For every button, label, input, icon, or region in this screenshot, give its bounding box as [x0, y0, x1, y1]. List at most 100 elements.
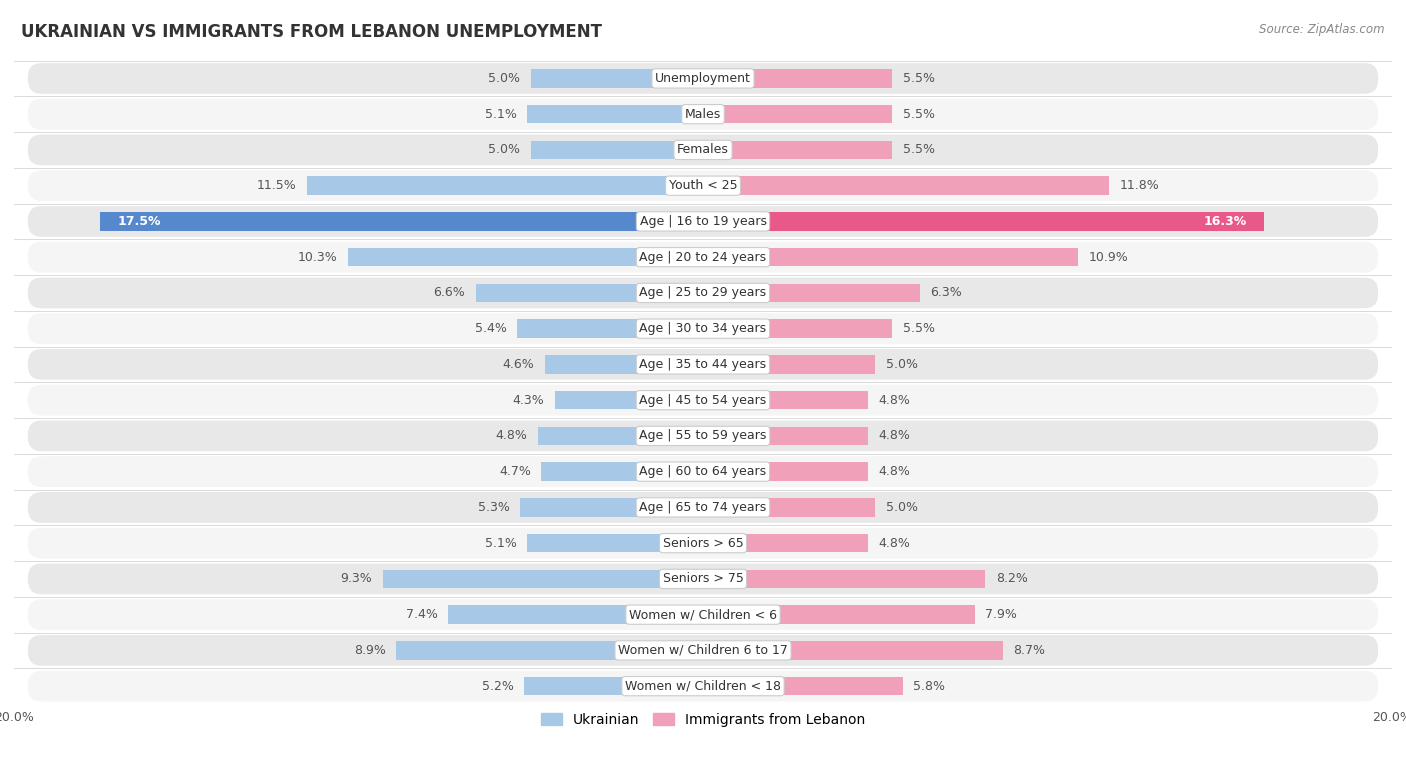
Text: Age | 45 to 54 years: Age | 45 to 54 years	[640, 394, 766, 407]
Text: 4.8%: 4.8%	[495, 429, 527, 442]
Text: 5.5%: 5.5%	[903, 72, 935, 85]
Text: Age | 55 to 59 years: Age | 55 to 59 years	[640, 429, 766, 442]
Bar	[349, 248, 703, 266]
FancyBboxPatch shape	[28, 671, 1378, 702]
FancyBboxPatch shape	[28, 385, 1378, 416]
Bar	[703, 284, 920, 302]
Text: Age | 35 to 44 years: Age | 35 to 44 years	[640, 358, 766, 371]
FancyBboxPatch shape	[28, 349, 1378, 380]
Bar	[703, 176, 1109, 195]
FancyBboxPatch shape	[28, 278, 1378, 308]
Text: 5.5%: 5.5%	[903, 322, 935, 335]
Text: Age | 60 to 64 years: Age | 60 to 64 years	[640, 465, 766, 478]
Bar	[537, 427, 703, 445]
FancyBboxPatch shape	[28, 492, 1378, 523]
Text: 9.3%: 9.3%	[340, 572, 373, 585]
Bar	[531, 69, 703, 88]
Text: 5.1%: 5.1%	[485, 537, 517, 550]
Bar	[703, 463, 869, 481]
Text: Seniors > 65: Seniors > 65	[662, 537, 744, 550]
Text: Age | 16 to 19 years: Age | 16 to 19 years	[640, 215, 766, 228]
Text: 5.8%: 5.8%	[912, 680, 945, 693]
Text: 8.7%: 8.7%	[1012, 644, 1045, 657]
Text: 5.0%: 5.0%	[886, 358, 918, 371]
Bar	[449, 606, 703, 624]
Text: Women w/ Children < 18: Women w/ Children < 18	[626, 680, 780, 693]
Text: 5.0%: 5.0%	[488, 143, 520, 157]
Text: Age | 20 to 24 years: Age | 20 to 24 years	[640, 251, 766, 263]
Text: 5.0%: 5.0%	[488, 72, 520, 85]
Bar	[527, 534, 703, 553]
Bar	[703, 69, 893, 88]
Text: 4.7%: 4.7%	[499, 465, 531, 478]
Bar	[520, 498, 703, 517]
Text: 5.0%: 5.0%	[886, 501, 918, 514]
FancyBboxPatch shape	[28, 241, 1378, 273]
Text: 4.8%: 4.8%	[879, 429, 911, 442]
Bar	[703, 105, 893, 123]
Bar	[555, 391, 703, 410]
Bar	[703, 641, 1002, 659]
FancyBboxPatch shape	[28, 135, 1378, 165]
FancyBboxPatch shape	[28, 600, 1378, 630]
FancyBboxPatch shape	[28, 99, 1378, 129]
Text: 5.2%: 5.2%	[482, 680, 513, 693]
Bar	[703, 677, 903, 696]
FancyBboxPatch shape	[28, 528, 1378, 559]
Text: 10.3%: 10.3%	[298, 251, 337, 263]
Text: 4.6%: 4.6%	[502, 358, 534, 371]
Bar	[517, 319, 703, 338]
Bar	[524, 677, 703, 696]
Text: 6.6%: 6.6%	[433, 286, 465, 300]
Text: 17.5%: 17.5%	[117, 215, 160, 228]
FancyBboxPatch shape	[28, 635, 1378, 665]
Bar	[382, 569, 703, 588]
Text: Age | 25 to 29 years: Age | 25 to 29 years	[640, 286, 766, 300]
Text: 8.9%: 8.9%	[354, 644, 387, 657]
FancyBboxPatch shape	[28, 313, 1378, 344]
Bar	[544, 355, 703, 374]
Text: 4.8%: 4.8%	[879, 537, 911, 550]
Legend: Ukrainian, Immigrants from Lebanon: Ukrainian, Immigrants from Lebanon	[536, 707, 870, 733]
Text: Youth < 25: Youth < 25	[669, 179, 737, 192]
Text: 4.8%: 4.8%	[879, 465, 911, 478]
Bar	[307, 176, 703, 195]
Bar	[703, 248, 1078, 266]
Text: Age | 65 to 74 years: Age | 65 to 74 years	[640, 501, 766, 514]
Text: Age | 30 to 34 years: Age | 30 to 34 years	[640, 322, 766, 335]
Bar	[703, 569, 986, 588]
Bar	[703, 498, 875, 517]
Bar	[703, 534, 869, 553]
Text: 5.3%: 5.3%	[478, 501, 510, 514]
FancyBboxPatch shape	[28, 63, 1378, 94]
Bar	[100, 212, 703, 231]
Text: Women w/ Children 6 to 17: Women w/ Children 6 to 17	[619, 644, 787, 657]
Bar	[703, 391, 869, 410]
Text: 5.5%: 5.5%	[903, 143, 935, 157]
FancyBboxPatch shape	[28, 563, 1378, 594]
Text: 11.5%: 11.5%	[257, 179, 297, 192]
Text: Source: ZipAtlas.com: Source: ZipAtlas.com	[1260, 23, 1385, 36]
Bar	[703, 606, 976, 624]
Bar	[703, 355, 875, 374]
Text: UKRAINIAN VS IMMIGRANTS FROM LEBANON UNEMPLOYMENT: UKRAINIAN VS IMMIGRANTS FROM LEBANON UNE…	[21, 23, 602, 41]
Text: 8.2%: 8.2%	[995, 572, 1028, 585]
Text: 11.8%: 11.8%	[1119, 179, 1160, 192]
Text: 4.8%: 4.8%	[879, 394, 911, 407]
Text: Females: Females	[678, 143, 728, 157]
FancyBboxPatch shape	[28, 170, 1378, 201]
Text: 10.9%: 10.9%	[1088, 251, 1129, 263]
Text: 16.3%: 16.3%	[1204, 215, 1247, 228]
Bar	[703, 427, 869, 445]
FancyBboxPatch shape	[28, 421, 1378, 451]
Text: 5.1%: 5.1%	[485, 107, 517, 120]
Bar	[531, 141, 703, 159]
Text: Seniors > 75: Seniors > 75	[662, 572, 744, 585]
Text: 5.5%: 5.5%	[903, 107, 935, 120]
Bar	[703, 212, 1264, 231]
Bar	[703, 319, 893, 338]
Bar	[475, 284, 703, 302]
Bar	[703, 141, 893, 159]
Text: Males: Males	[685, 107, 721, 120]
Text: Women w/ Children < 6: Women w/ Children < 6	[628, 608, 778, 621]
